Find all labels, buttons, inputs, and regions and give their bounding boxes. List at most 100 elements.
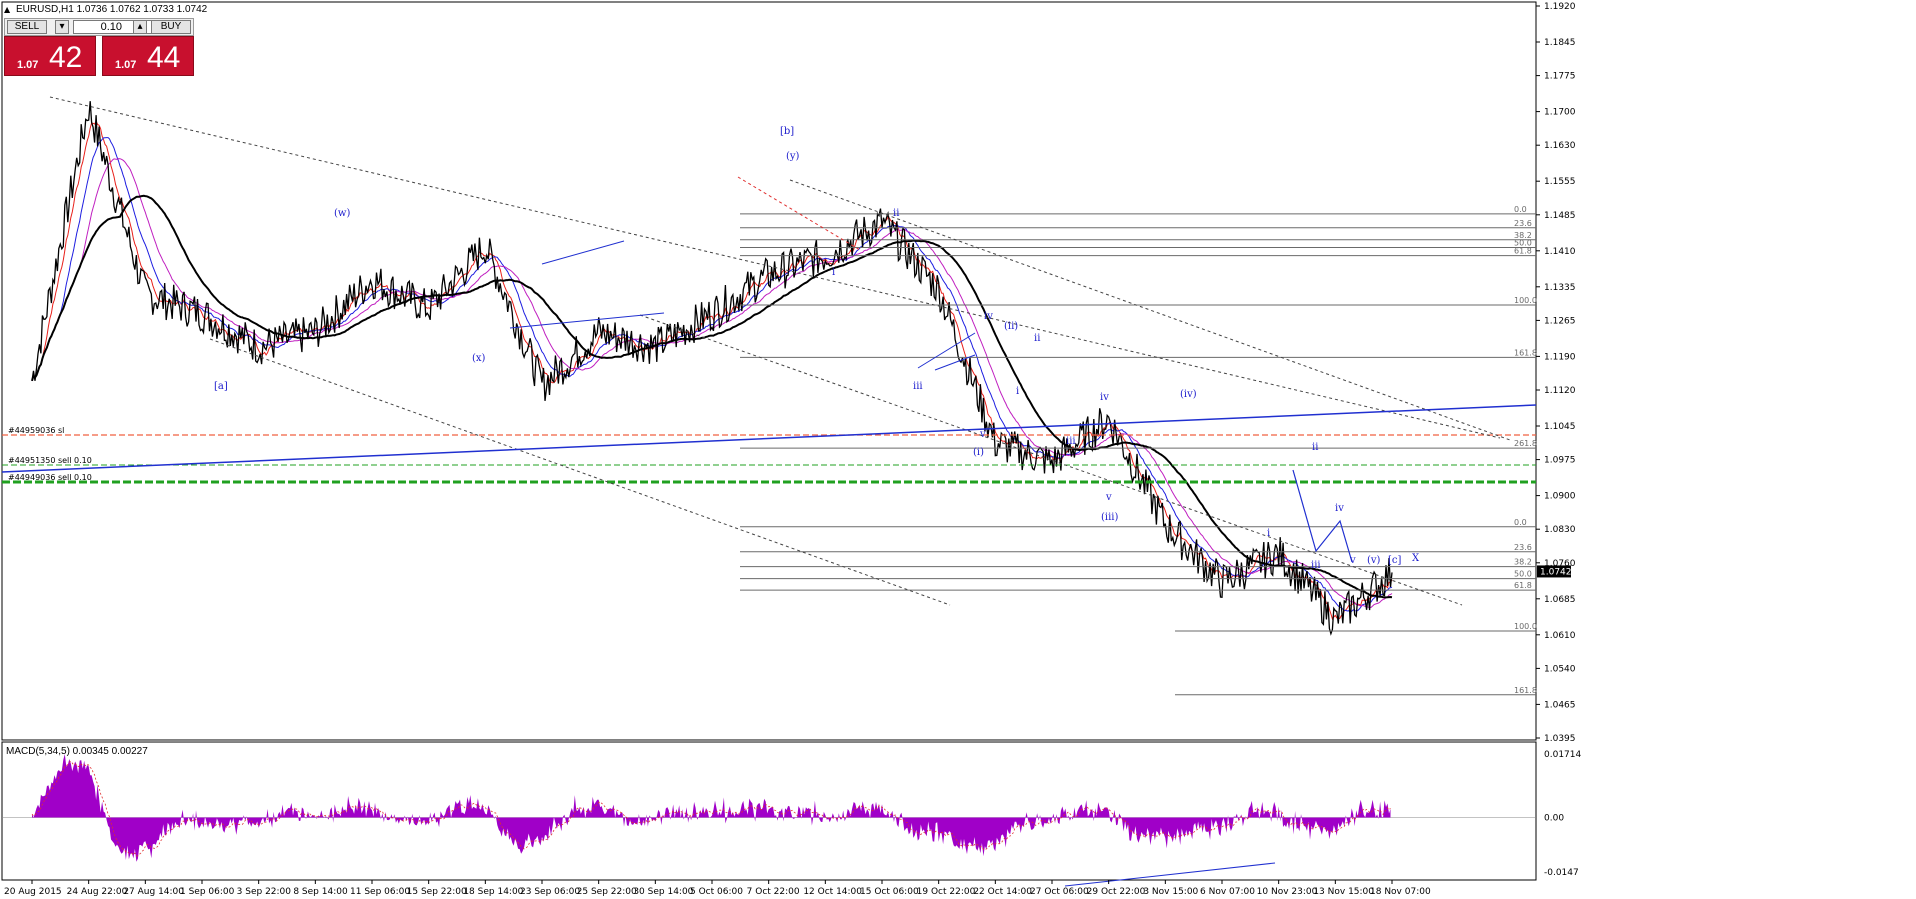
time-axis-label: 15 Sep 22:00 xyxy=(407,887,467,897)
wave-label: i xyxy=(1016,386,1019,397)
wave-label: (x) xyxy=(472,353,486,364)
price-axis-label: 1.1335 xyxy=(1544,283,1576,293)
macd-axis-label: 0.00 xyxy=(1544,814,1564,824)
macd-title: MACD(5,34,5) 0.00345 0.00227 xyxy=(6,746,148,757)
wave-label: ii xyxy=(1312,442,1318,453)
wave-label: iii xyxy=(1066,436,1076,447)
volume-increase-button[interactable]: ▴ xyxy=(133,20,147,34)
macd-histogram xyxy=(32,754,1391,862)
price-axis-label: 1.0685 xyxy=(1544,595,1576,605)
buy-button[interactable]: BUY xyxy=(151,20,191,34)
time-axis-label: 19 Oct 22:00 xyxy=(917,887,976,897)
price-axis-label: 1.0975 xyxy=(1544,456,1576,466)
buy-price-prefix: 1.07 xyxy=(115,59,137,71)
fib-level-label: 50.0 xyxy=(1514,238,1532,247)
wave-label: v xyxy=(1349,555,1356,566)
triangle-line-lower xyxy=(509,312,665,329)
price-axis-label: 1.0610 xyxy=(1544,631,1576,641)
time-axis-label: 15 Oct 06:00 xyxy=(860,887,919,897)
sell-button[interactable]: SELL xyxy=(7,20,47,34)
wave-label: v xyxy=(979,429,986,440)
wave-label: (iii) xyxy=(1101,512,1118,523)
time-axis-label: 10 Nov 23:00 xyxy=(1257,887,1318,897)
volume-decrease-button[interactable]: ▾ xyxy=(55,20,69,34)
time-axis-label: 23 Sep 06:00 xyxy=(520,887,580,897)
price-axis-label: 1.1920 xyxy=(1544,2,1576,12)
fib-level-label: 61.8 xyxy=(1514,581,1532,590)
sell-order-label: #44951350 sell 0.10 xyxy=(8,456,92,465)
sell-order-label-2: #44949036 sell 0.10 xyxy=(8,473,92,482)
time-axis-label: 30 Sep 14:00 xyxy=(633,887,693,897)
wave-label: iv xyxy=(984,311,993,322)
wave-label: (iv) xyxy=(1180,389,1197,400)
time-axis-label: 22 Oct 14:00 xyxy=(973,887,1032,897)
moving-average-black xyxy=(31,194,1393,599)
moving-average-red xyxy=(31,119,1393,620)
price-axis-label: 1.1700 xyxy=(1544,108,1576,118)
fib-level-label: 161.8 xyxy=(1514,686,1537,695)
time-axis-label: 6 Nov 07:00 xyxy=(1200,887,1255,897)
time-axis-label: 12 Oct 14:00 xyxy=(803,887,862,897)
buy-price-box[interactable]: 1.07 44 xyxy=(102,36,194,76)
flag-line-upper xyxy=(917,332,976,369)
price-series xyxy=(31,101,1393,636)
fib-level-label: 38.2 xyxy=(1514,231,1532,240)
fib-level-label: 100.0 xyxy=(1514,622,1537,631)
wave-label: (w) xyxy=(334,208,350,219)
macd-signal-line xyxy=(31,760,1391,857)
price-axis-label: 1.0395 xyxy=(1544,734,1576,744)
time-axis-label: 18 Nov 07:00 xyxy=(1370,887,1431,897)
fib-level-label: 23.6 xyxy=(1514,219,1532,228)
wave-label: (ii) xyxy=(1004,321,1018,332)
trendline-long xyxy=(1,404,1537,473)
time-axis-label: 3 Nov 15:00 xyxy=(1143,887,1198,897)
channel-line-upper xyxy=(49,96,1501,439)
time-axis-label: 1 Sep 06:00 xyxy=(180,887,235,897)
triangle-line-upper xyxy=(541,240,625,265)
projection-path xyxy=(1292,469,1353,563)
price-axis-label: 1.1265 xyxy=(1544,316,1576,326)
fib-level-label: 50.0 xyxy=(1514,570,1532,579)
wave-label: iv xyxy=(1100,392,1109,403)
wave-label: (i) xyxy=(973,447,984,458)
time-axis-label: 3 Sep 22:00 xyxy=(237,887,292,897)
price-axis-label: 1.1120 xyxy=(1544,386,1576,396)
time-axis-label: 25 Sep 22:00 xyxy=(577,887,637,897)
sell-price-box[interactable]: 1.07 42 xyxy=(4,36,96,76)
wave-label: iii xyxy=(913,381,923,392)
wave-label: [b] xyxy=(780,126,794,137)
price-axis-label: 1.1190 xyxy=(1544,352,1576,362)
wave-label: iv xyxy=(1335,503,1344,514)
price-axis-label: 1.1485 xyxy=(1544,211,1576,221)
time-axis-label: 29 Oct 22:00 xyxy=(1087,887,1146,897)
price-axis-label: 1.0830 xyxy=(1544,525,1576,535)
current-price-tag xyxy=(1537,565,1571,578)
wave-label: i xyxy=(1267,528,1270,539)
wave-label: [a] xyxy=(214,381,228,392)
fib-level-label: 261.8 xyxy=(1514,439,1537,448)
fib-level-label: 0.0 xyxy=(1514,205,1527,214)
macd-divergence-line xyxy=(1064,862,1276,887)
price-panel-frame xyxy=(1,1,1537,741)
one-click-trading-panel: SELL ▾ 0.10 ▴ BUY 1.07 42 1.07 44 xyxy=(4,18,194,76)
time-axis-label: 11 Sep 06:00 xyxy=(350,887,410,897)
price-axis-label: 1.1410 xyxy=(1544,247,1576,257)
price-axis-label: 1.0540 xyxy=(1544,664,1576,674)
chart-menu-icon[interactable]: ▲ xyxy=(4,5,11,14)
channel-line-lower-1 xyxy=(209,338,951,606)
wave-label: (y) xyxy=(786,151,800,162)
fib-level-label: 0.0 xyxy=(1514,518,1527,527)
fib-level-label: 23.6 xyxy=(1514,543,1532,552)
time-axis-label: 18 Sep 14:00 xyxy=(463,887,523,897)
buy-price-pips: 44 xyxy=(147,41,181,74)
time-axis-label: 13 Nov 15:00 xyxy=(1313,887,1374,897)
moving-average-blue xyxy=(31,137,1393,614)
time-axis-label: 5 Oct 06:00 xyxy=(690,887,743,897)
wave-label: i xyxy=(832,267,835,278)
macd-axis-label: 0.01714 xyxy=(1544,750,1581,760)
time-axis-label: 24 Aug 22:00 xyxy=(67,887,128,897)
time-axis-label: 20 Aug 2015 xyxy=(4,887,62,897)
wave-label: iii xyxy=(1311,560,1321,571)
wave-label: [c] xyxy=(1388,555,1402,566)
